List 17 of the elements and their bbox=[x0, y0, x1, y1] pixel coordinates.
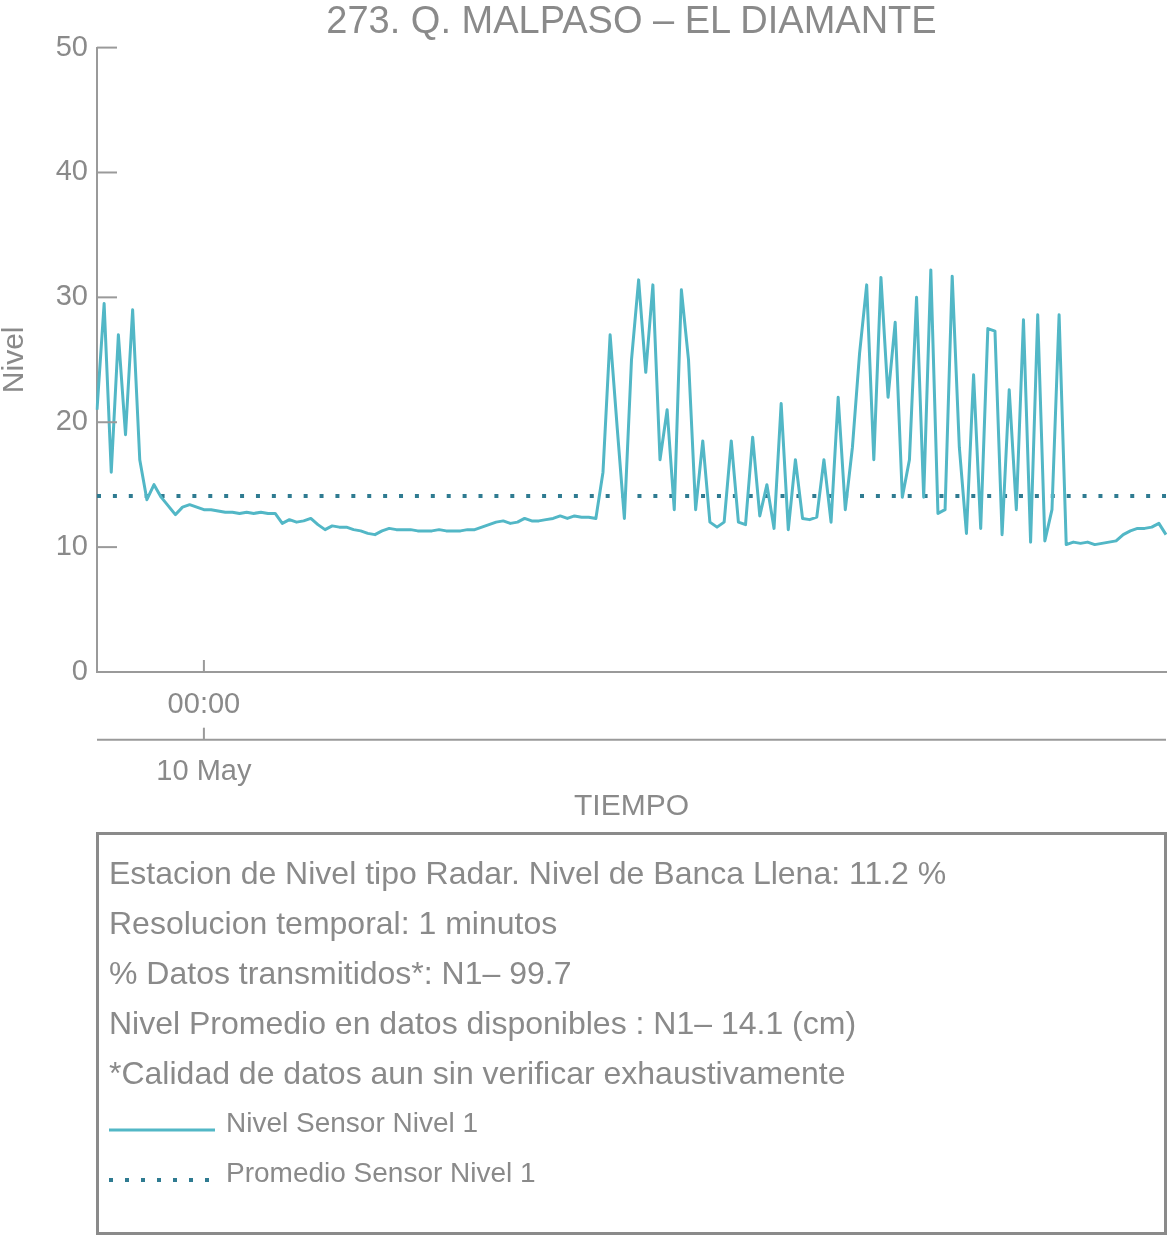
y-tick-label: 40 bbox=[55, 154, 88, 187]
text: Resolucion temporal: 1 minutos bbox=[109, 904, 559, 943]
y-tick-label: 50 bbox=[55, 29, 88, 62]
x-tick-label: 00:00 10 May bbox=[156, 687, 252, 787]
text: Nivel Promedio en datos disponibles : N1– 14.1 (cm) bbox=[109, 1004, 858, 1043]
text: Estacion de Nivel tipo Radar. Nivel de Banca Llena: 11.2 % bbox=[109, 854, 948, 893]
y-tick-label: 30 bbox=[55, 279, 88, 312]
text: % Datos transmitidos*: N1– 99.7 bbox=[109, 954, 573, 993]
legend-label: Nivel Sensor Nivel 1 bbox=[226, 1107, 479, 1139]
y-tick-label: 20 bbox=[55, 404, 88, 437]
y-tick-label: 10 bbox=[55, 529, 88, 562]
y-axis-title: Nivel bbox=[0, 326, 30, 394]
text: *Calidad de datos aun sin verificar exhaustivamente bbox=[109, 1054, 847, 1093]
y-tick-label: 0 bbox=[71, 654, 88, 686]
legend-label: Promedio Sensor Nivel 1 bbox=[226, 1157, 536, 1189]
x-axis-title: TIEMPO bbox=[573, 788, 690, 822]
chart-title: 273. Q. MALPASO – EL DIAMANTE bbox=[326, 0, 937, 42]
